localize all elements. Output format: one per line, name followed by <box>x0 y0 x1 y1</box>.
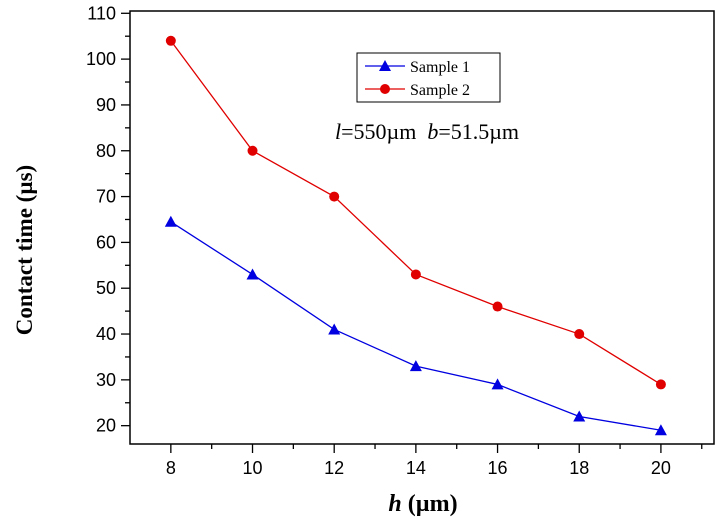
x-axis-title-symbol: h <box>388 491 401 517</box>
plot-area <box>129 10 715 445</box>
y-tick-label: 20 <box>96 416 116 436</box>
y-tick-label: 70 <box>96 187 116 207</box>
legend: Sample 1 Sample 2 <box>356 52 501 103</box>
x-axis-title-unit: (µm) <box>408 491 458 517</box>
data-point <box>409 360 422 372</box>
data-point <box>654 424 667 436</box>
data-point <box>573 410 586 422</box>
legend-label-sample-2: Sample 2 <box>410 82 470 99</box>
y-tick-label: 80 <box>96 141 116 161</box>
series-1 <box>164 215 667 436</box>
data-point <box>491 378 504 390</box>
legend-marker-sample-1 <box>379 60 391 71</box>
x-tick-label: 14 <box>406 458 426 478</box>
y-tick-label: 100 <box>86 49 116 69</box>
legend-box <box>356 52 501 103</box>
plot-frame <box>129 10 715 445</box>
series-line <box>170 221 662 431</box>
y-axis-title: Contact time (µs) <box>12 165 37 335</box>
data-point <box>328 323 341 335</box>
y-tick-label: 50 <box>96 278 116 298</box>
data-point <box>164 215 177 227</box>
data-point <box>574 329 585 340</box>
y-axis: 20 30 40 50 60 70 80 90 100 110 <box>86 3 130 436</box>
data-point <box>655 379 666 390</box>
data-point <box>246 268 259 280</box>
data-point <box>492 301 503 312</box>
data-point <box>247 145 258 156</box>
series-layer <box>164 35 667 436</box>
x-tick-label: 10 <box>243 458 263 478</box>
data-point <box>165 35 176 46</box>
series-2 <box>165 35 666 390</box>
y-tick-label: 40 <box>96 324 116 344</box>
y-tick-label: 110 <box>87 3 116 23</box>
annotation-l-symbol: l <box>335 119 341 144</box>
x-tick-label: 12 <box>324 458 344 478</box>
data-point <box>410 269 421 280</box>
x-axis: 8 10 12 14 16 18 20 <box>166 444 703 478</box>
legend-marker-sample-2 <box>380 84 390 94</box>
y-tick-label: 30 <box>96 370 116 390</box>
x-tick-label: 8 <box>166 458 176 478</box>
y-tick-label: 90 <box>96 95 116 115</box>
x-tick-label: 16 <box>488 458 508 478</box>
x-tick-label: 20 <box>651 458 671 478</box>
data-point <box>329 191 340 202</box>
legend-label-sample-1: Sample 1 <box>410 59 470 76</box>
parameter-annotation: l=550µm b=51.5µm <box>335 119 519 144</box>
annotation-l-value: =550µm <box>341 119 427 144</box>
x-axis-title: h (µm) <box>388 491 457 517</box>
annotation-b-symbol: b <box>427 119 438 144</box>
annotation-b-value: =51.5µm <box>438 119 519 144</box>
x-tick-label: 18 <box>569 458 589 478</box>
y-tick-label: 60 <box>96 232 116 252</box>
